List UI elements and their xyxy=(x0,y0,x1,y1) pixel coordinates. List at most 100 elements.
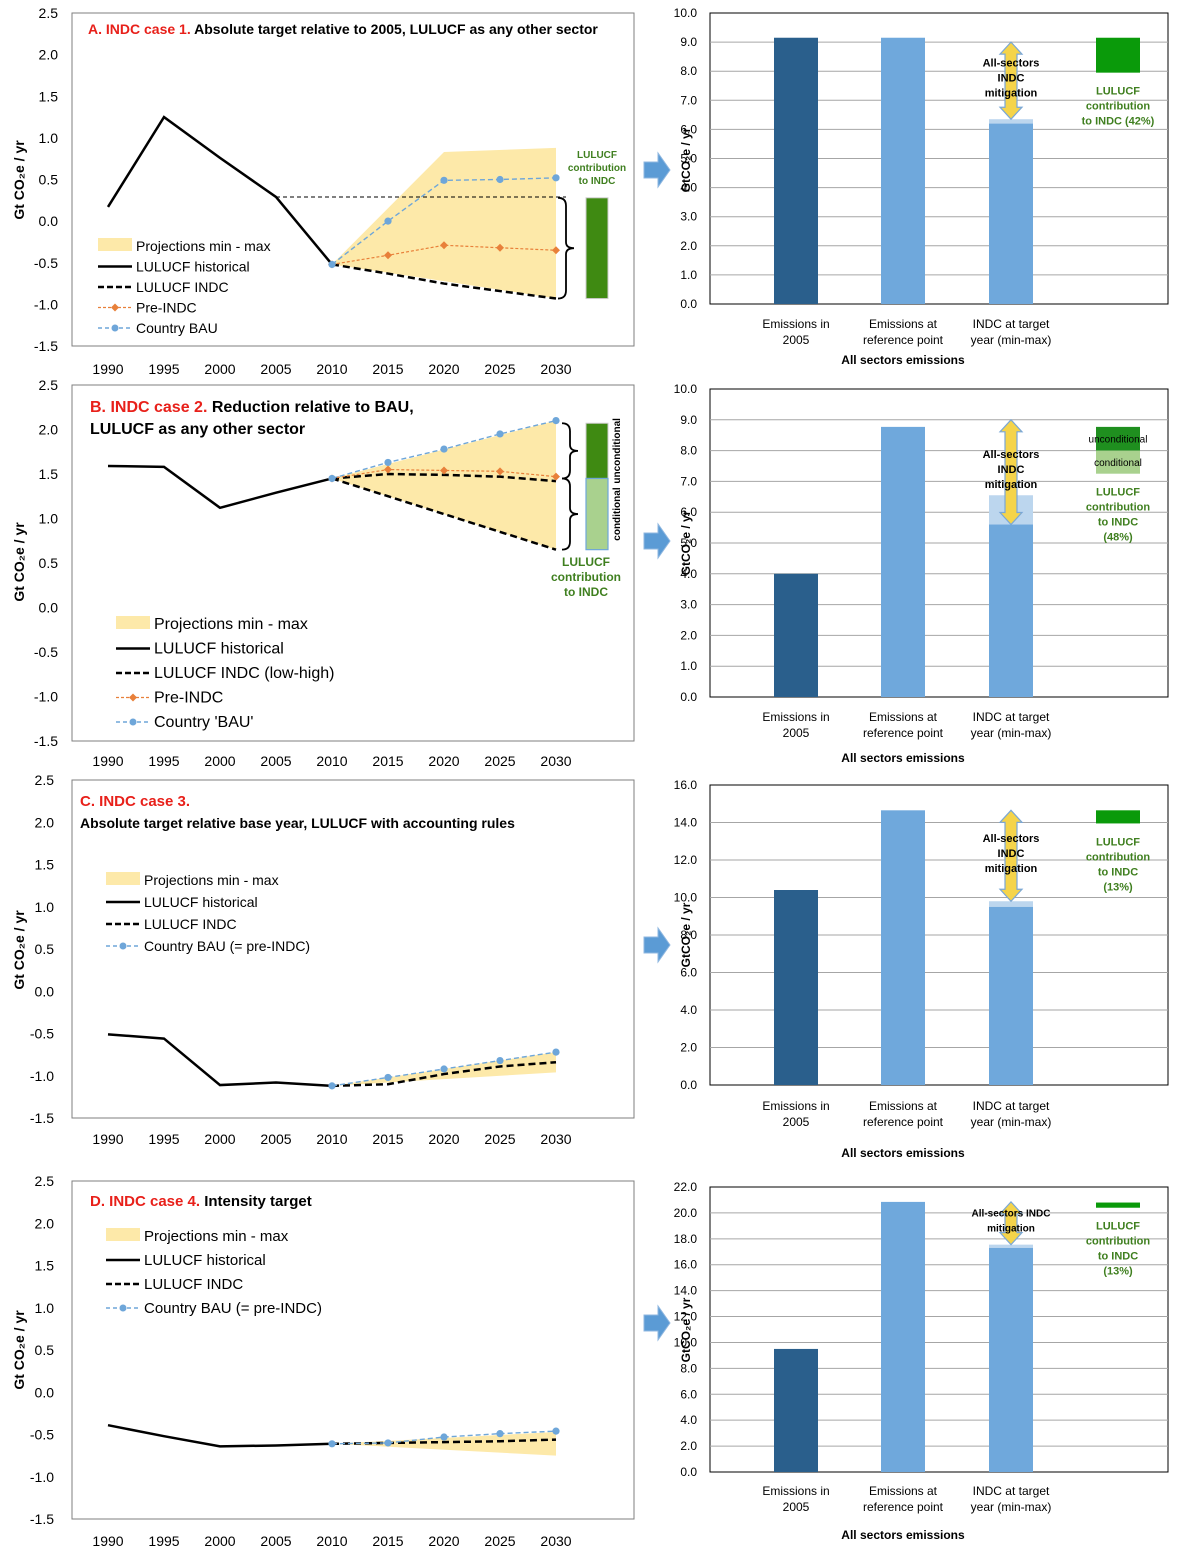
bar xyxy=(989,906,1033,1085)
category-label: INDC at target xyxy=(973,1099,1050,1113)
lulucf-seg-label: conditional xyxy=(1094,458,1142,469)
bar xyxy=(774,1348,818,1472)
y-tick-label: 5.0 xyxy=(680,152,697,166)
y-tick-label: 2.0 xyxy=(680,239,697,253)
y-tick-label: 10.0 xyxy=(674,1335,698,1349)
bau-point xyxy=(328,474,336,483)
x-tick-label: 1990 xyxy=(92,1533,123,1549)
bar xyxy=(881,426,925,697)
y-tick-label: 3.0 xyxy=(680,598,697,612)
y-tick-label: 4.0 xyxy=(680,181,697,195)
pre-indc-point xyxy=(440,466,448,475)
legend-marker xyxy=(111,324,119,332)
category-label: 2005 xyxy=(783,726,810,740)
flow-arrow-shape xyxy=(643,926,671,964)
y-tick-label: 14.0 xyxy=(674,816,698,830)
bau-point xyxy=(496,1430,504,1438)
legend-label: Projections min - max xyxy=(144,872,279,888)
y-axis-label: GtCO₂e / yr xyxy=(679,127,693,192)
side-label-conditional: conditional xyxy=(612,487,623,541)
x-tick-label: 1995 xyxy=(148,361,179,377)
lulucf-contribution-label: (13%) xyxy=(1103,881,1133,893)
lulucf-bar xyxy=(1096,37,1140,73)
bau-point xyxy=(552,1427,560,1435)
lulucf-bar-dark xyxy=(585,422,609,479)
chart-title-prefix: D. INDC case 4. xyxy=(90,1193,200,1210)
y-tick-label: 16.0 xyxy=(674,1258,698,1272)
y-axis-label: Gt CO₂e / yr xyxy=(11,140,27,220)
lulucf-bar-dark xyxy=(585,197,609,300)
mitigation-label: All-sectors INDC xyxy=(972,1208,1051,1219)
category-label: INDC at target xyxy=(973,710,1050,724)
y-tick-label: 8.0 xyxy=(680,1361,697,1375)
lulucf-contribution-label: to INDC xyxy=(1098,866,1138,878)
legend-label: Country 'BAU' xyxy=(154,714,253,731)
x-tick-label: 2030 xyxy=(540,753,571,769)
bar-range xyxy=(989,1244,1033,1248)
y-tick-label: -1.0 xyxy=(34,296,58,312)
legend-marker xyxy=(119,942,127,950)
y-tick-label: 18.0 xyxy=(674,1232,698,1246)
x-tick-label: 2015 xyxy=(372,1533,403,1549)
y-tick-label: 1.0 xyxy=(680,268,697,282)
mitigation-label: INDC xyxy=(998,848,1025,860)
y-tick-label: -0.5 xyxy=(34,255,58,271)
chart-title: C. INDC case 3. xyxy=(80,793,190,810)
y-tick-label: -0.5 xyxy=(34,644,58,660)
chart-title-prefix: C. INDC case 3. xyxy=(80,793,190,810)
brace xyxy=(561,477,579,551)
x-tick-label: 2010 xyxy=(316,753,347,769)
x-tick-label: 1995 xyxy=(148,753,179,769)
category-label: 2005 xyxy=(783,333,810,347)
x-tick-label: 2000 xyxy=(204,361,235,377)
legend-marker xyxy=(129,718,137,726)
category-label: Emissions in xyxy=(762,317,829,331)
pre-indc-point xyxy=(552,472,560,481)
legend-label: LULUCF historical xyxy=(136,259,250,275)
y-axis-label: GtCO₂e / yr xyxy=(679,1297,693,1362)
y-tick-label: -0.5 xyxy=(30,1026,54,1042)
y-tick-label: 1.5 xyxy=(35,857,55,873)
legend-label: LULUCF INDC xyxy=(144,1276,243,1293)
category-label: year (min-max) xyxy=(971,333,1052,347)
mitigation-label: mitigation xyxy=(987,1223,1035,1234)
brace xyxy=(557,196,575,300)
x-tick-label: 2005 xyxy=(260,1131,291,1147)
y-axis-label: GtCO₂e / yr xyxy=(679,510,693,575)
series-line-indc xyxy=(331,477,557,551)
x-tick-label: 2015 xyxy=(372,753,403,769)
y-tick-label: 8.0 xyxy=(680,928,697,942)
y-tick-label: 0.5 xyxy=(39,172,59,188)
lulucf-contribution-label: LULUCF xyxy=(1096,487,1140,499)
category-label: Emissions at xyxy=(869,710,938,724)
y-tick-label: 2.0 xyxy=(39,422,59,438)
legend-label: Projections min - max xyxy=(144,1228,289,1245)
x-tick-label: 2010 xyxy=(316,1131,347,1147)
y-tick-label: 9.0 xyxy=(680,413,697,427)
category-label: year (min-max) xyxy=(971,1115,1052,1129)
lulucf-note: LULUCF xyxy=(562,555,610,569)
lulucf-contribution-label: LULUCF xyxy=(1096,86,1140,98)
chart-title-prefix: A. INDC case 1. xyxy=(88,21,191,37)
chart-title: A. INDC case 1. Absolute target relative… xyxy=(88,21,598,37)
y-tick-label: 2.0 xyxy=(680,1439,697,1453)
panel-B2: 10.0 9.0 8.0 7.0 6.0 5.0 4.0 3.0 2.0 1.0 0.0 GtCO₂e… xyxy=(674,382,1169,765)
x-tick-label: 2000 xyxy=(204,1131,235,1147)
brace xyxy=(561,422,579,480)
lulucf-bar-conditional xyxy=(1096,450,1140,474)
lulucf-contribution-label: contribution xyxy=(1086,502,1150,514)
bar xyxy=(881,810,925,1085)
series-line-historical xyxy=(107,1423,333,1448)
chart-title: D. INDC case 4. Intensity target xyxy=(90,1193,312,1210)
bau-point xyxy=(440,1065,448,1073)
flow-arrow-shape xyxy=(643,1304,671,1342)
y-tick-label: 0.0 xyxy=(35,983,55,999)
y-tick-label: 6.0 xyxy=(680,966,697,980)
lulucf-contribution-label: contribution xyxy=(1086,101,1150,113)
plot-frame xyxy=(71,1180,635,1520)
x-tick-label: 2015 xyxy=(372,1131,403,1147)
flow-arrow xyxy=(643,926,671,964)
legend-label: LULUCF historical xyxy=(154,641,284,658)
legend-label: Pre-INDC xyxy=(136,300,197,316)
